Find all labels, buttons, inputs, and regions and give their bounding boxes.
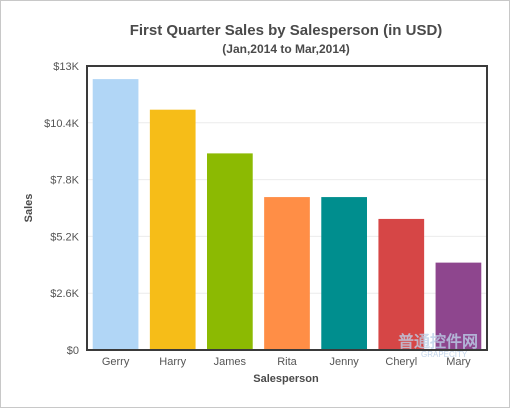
y-tick-label: $5.2K: [50, 231, 79, 243]
y-tick-label: $10.4K: [44, 118, 80, 130]
bar-harry[interactable]: [149, 109, 196, 350]
x-axis-ticks: Gerry Harry James Rita Jenny Cheryl Mary: [102, 356, 471, 368]
bar-rita[interactable]: [264, 197, 310, 350]
x-tick-label: Mary: [446, 356, 471, 368]
bar-james[interactable]: [207, 153, 253, 350]
x-tick-label: Rita: [277, 356, 297, 368]
x-tick-label: Harry: [159, 356, 186, 368]
y-tick-label: $2.6K: [50, 288, 79, 300]
y-tick-label: $0: [67, 345, 79, 357]
watermark-text: 普通控件网: [398, 332, 478, 351]
chart-title: First Quarter Sales by Salesperson (in U…: [130, 22, 443, 39]
watermark-small-text: GRAPECITY: [421, 350, 468, 359]
y-axis-title: Sales: [23, 194, 35, 223]
y-axis-ticks: $0 $2.6K $5.2K $7.8K $10.4K $13K: [44, 61, 80, 357]
x-tick-label: Gerry: [102, 356, 130, 368]
watermark: 普通控件网 GRAPECITY: [398, 332, 478, 359]
y-tick-label: $13K: [53, 61, 79, 73]
bar-mary[interactable]: [435, 262, 482, 350]
bar-gerry[interactable]: [92, 79, 139, 350]
x-tick-label: Cheryl: [385, 356, 417, 368]
x-tick-label: James: [214, 356, 247, 368]
x-axis-title: Salesperson: [253, 373, 319, 385]
plot-area-border: [86, 65, 488, 351]
bars: [92, 79, 482, 350]
chart-subtitle: (Jan,2014 to Mar,2014): [222, 42, 349, 56]
x-tick-label: Jenny: [329, 356, 359, 368]
bar-jenny[interactable]: [321, 197, 367, 350]
y-tick-label: $7.8K: [50, 175, 79, 187]
bar-cheryl[interactable]: [378, 218, 425, 350]
